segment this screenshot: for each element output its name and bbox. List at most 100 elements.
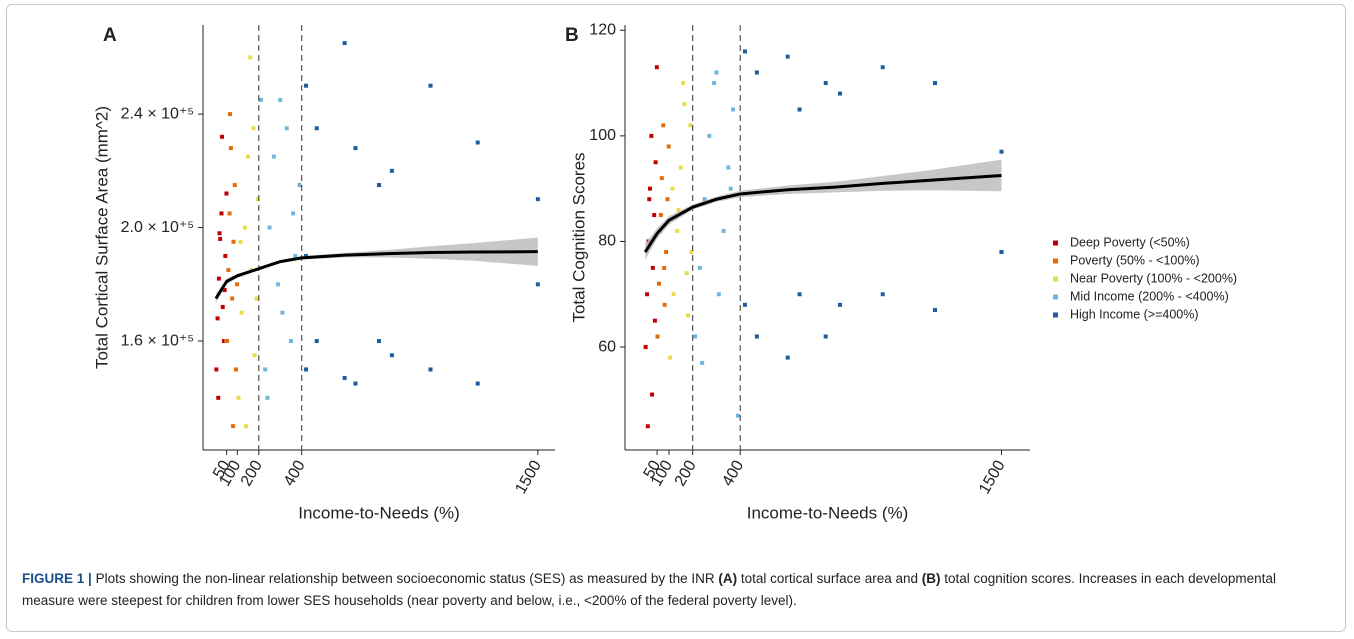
data-point	[685, 312, 691, 318]
data-point	[297, 182, 302, 188]
y-tick-label: 80	[598, 233, 616, 250]
data-point	[785, 355, 791, 361]
data-point	[288, 338, 294, 344]
data-point	[535, 281, 541, 287]
data-point	[643, 344, 649, 350]
fit-line	[214, 250, 538, 300]
data-point	[239, 310, 245, 316]
data-point	[716, 291, 722, 297]
data-point	[247, 54, 253, 60]
y-tick-label: 100	[589, 127, 616, 144]
x-tick-label: 50	[210, 458, 234, 482]
legend-swatch	[1053, 258, 1058, 264]
data-point	[649, 392, 655, 397]
data-point	[932, 80, 938, 86]
data-point	[232, 182, 238, 188]
x-axis-title: Income-to-Needs (%)	[747, 503, 909, 522]
caption-text: Plots showing the non-linear relationshi…	[95, 571, 719, 586]
data-point	[219, 210, 224, 216]
data-point	[314, 125, 320, 131]
data-point	[342, 375, 348, 381]
data-point	[275, 281, 281, 287]
data-point	[215, 395, 221, 401]
data-point	[684, 270, 690, 276]
y-tick-label: 60	[598, 338, 616, 355]
data-point	[227, 111, 233, 117]
data-point	[652, 318, 658, 324]
data-point	[290, 210, 296, 216]
data-point	[219, 134, 225, 140]
data-point	[376, 338, 382, 344]
confidence-band	[215, 237, 538, 303]
data-point	[754, 70, 760, 75]
data-point	[658, 212, 664, 218]
data-point	[222, 253, 228, 259]
data-point	[706, 133, 712, 139]
x-tick-label: 1500	[512, 458, 545, 497]
data-point	[681, 101, 687, 107]
data-point	[711, 80, 717, 86]
data-point	[728, 186, 734, 192]
data-point	[303, 83, 309, 89]
data-point	[284, 125, 290, 131]
y-tick-label: 120	[589, 21, 616, 38]
caption-label: FIGURE 1 |	[22, 571, 92, 586]
data-point	[823, 334, 829, 339]
y-tick-label: 2.4 × 10⁺⁵	[121, 105, 194, 122]
data-point	[234, 281, 240, 287]
data-point	[880, 291, 886, 297]
x-tick-label: 400	[719, 458, 747, 490]
panel-label: A	[103, 25, 117, 46]
y-axis-title: Total Cognition Scores	[569, 152, 588, 322]
data-point	[303, 367, 309, 372]
data-point	[754, 334, 760, 339]
data-point	[699, 360, 705, 366]
data-point	[823, 80, 829, 86]
x-tick-label: 400	[281, 458, 309, 490]
data-point	[797, 291, 802, 297]
data-point	[252, 352, 257, 358]
data-point	[254, 296, 260, 301]
data-point	[352, 145, 358, 151]
data-point	[653, 159, 659, 165]
data-point	[665, 196, 670, 202]
data-point	[797, 107, 802, 112]
data-point	[730, 107, 736, 112]
data-point	[428, 367, 433, 372]
data-point	[242, 225, 248, 230]
data-point	[714, 70, 719, 75]
data-point	[654, 64, 660, 70]
data-point	[837, 302, 843, 308]
data-point	[258, 97, 264, 103]
data-point	[231, 239, 236, 245]
data-point	[227, 210, 233, 216]
data-point	[255, 196, 261, 202]
data-point	[216, 276, 222, 282]
data-point	[280, 310, 285, 316]
data-point	[213, 367, 219, 372]
data-point	[645, 423, 651, 429]
data-point	[236, 395, 241, 401]
data-point	[689, 249, 694, 255]
data-point	[687, 122, 693, 128]
legend-label: Deep Poverty (<50%)	[1070, 235, 1190, 249]
data-point	[646, 196, 652, 202]
data-point	[721, 228, 726, 234]
x-tick-label: 1500	[976, 458, 1009, 497]
data-point	[671, 291, 677, 297]
legend-label: Poverty (50% - <100%)	[1070, 253, 1200, 267]
data-point	[697, 265, 703, 271]
data-point	[663, 249, 669, 255]
data-point	[475, 381, 481, 387]
caption-text: total cortical surface area and	[737, 571, 922, 586]
caption: FIGURE 1 | Plots showing the non-linear …	[22, 568, 1327, 612]
y-axis-title: Total Cortical Surface Area (mm^2)	[92, 106, 111, 369]
chart: A 1.6 × 10⁺⁵ 2.0 × 10⁺⁵ 2.4 × 10⁺⁵ 50 100 200 4…	[92, 21, 1237, 522]
legend-label: Mid Income (200% - <400%)	[1070, 289, 1229, 303]
data-point	[932, 307, 938, 313]
legend-label: High Income (>=400%)	[1070, 307, 1199, 321]
data-point	[725, 165, 731, 170]
caption-text: (A)	[718, 571, 738, 586]
data-point	[243, 423, 249, 429]
data-point	[680, 80, 686, 86]
